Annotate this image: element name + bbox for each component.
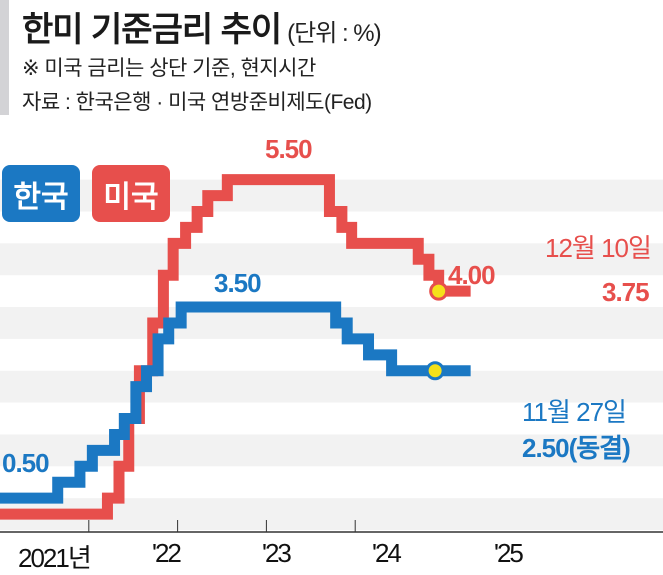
accent-bar — [0, 0, 9, 115]
x-tick-2022: '22 — [152, 538, 182, 568]
us-now-label: 3.75 — [602, 277, 650, 307]
legend-us: 미국 — [92, 165, 170, 222]
legend-korea: 한국 — [2, 165, 80, 222]
title-text: 한미 기준금리 추이 — [22, 11, 282, 49]
korea-start-label: 0.50 — [2, 448, 50, 478]
korea-peak-label: 3.50 — [214, 268, 262, 298]
korea-marker — [425, 361, 445, 381]
footnote: ※ 미국 금리는 상단 기준, 현지시간 — [22, 57, 316, 80]
grid-band — [0, 243, 663, 276]
grid-band — [0, 370, 663, 403]
x-tick-2025: '25 — [494, 538, 524, 568]
korea-date-label: 11월 27일 — [522, 397, 627, 427]
unit-label: (단위 : %) — [287, 20, 381, 47]
x-tick-2021: 2021년 — [18, 543, 92, 573]
x-tick-2023: '23 — [262, 538, 292, 568]
x-tick-2024: '24 — [372, 538, 402, 568]
korea-rate-line — [0, 301, 471, 504]
chart-title: 한미 기준금리 추이 (단위 : %) — [22, 2, 382, 51]
us-prev-label: 4.00 — [448, 260, 496, 290]
us-marker — [429, 281, 449, 301]
source-note: 자료 : 한국은행 · 미국 연방준비제도(Fed) — [22, 91, 372, 114]
korea-now-label: 2.50(동결) — [522, 433, 631, 463]
us-peak-label: 5.50 — [265, 134, 313, 164]
us-date-label: 12월 10일 — [545, 233, 652, 263]
